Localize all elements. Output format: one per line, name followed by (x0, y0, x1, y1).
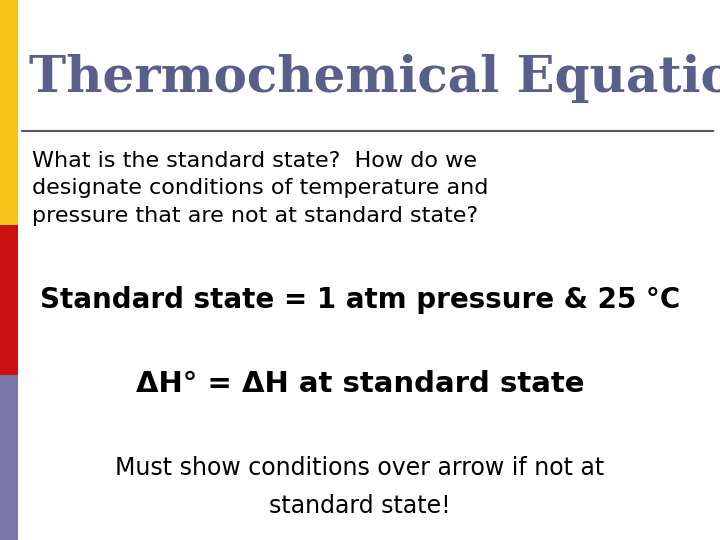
Bar (0, 225, 18, 375)
Text: What is the standard state?  How do we
designate conditions of temperature and
p: What is the standard state? How do we de… (32, 151, 489, 226)
Text: standard state!: standard state! (269, 494, 451, 518)
Bar (0, 0, 18, 225)
Bar (0, 375, 18, 540)
Text: Must show conditions over arrow if not at: Must show conditions over arrow if not a… (115, 456, 605, 480)
Text: Thermochemical Equations: Thermochemical Equations (29, 54, 720, 103)
Text: Standard state = 1 atm pressure & 25 °C: Standard state = 1 atm pressure & 25 °C (40, 286, 680, 314)
Text: ΔH° = ΔH at standard state: ΔH° = ΔH at standard state (136, 370, 584, 398)
